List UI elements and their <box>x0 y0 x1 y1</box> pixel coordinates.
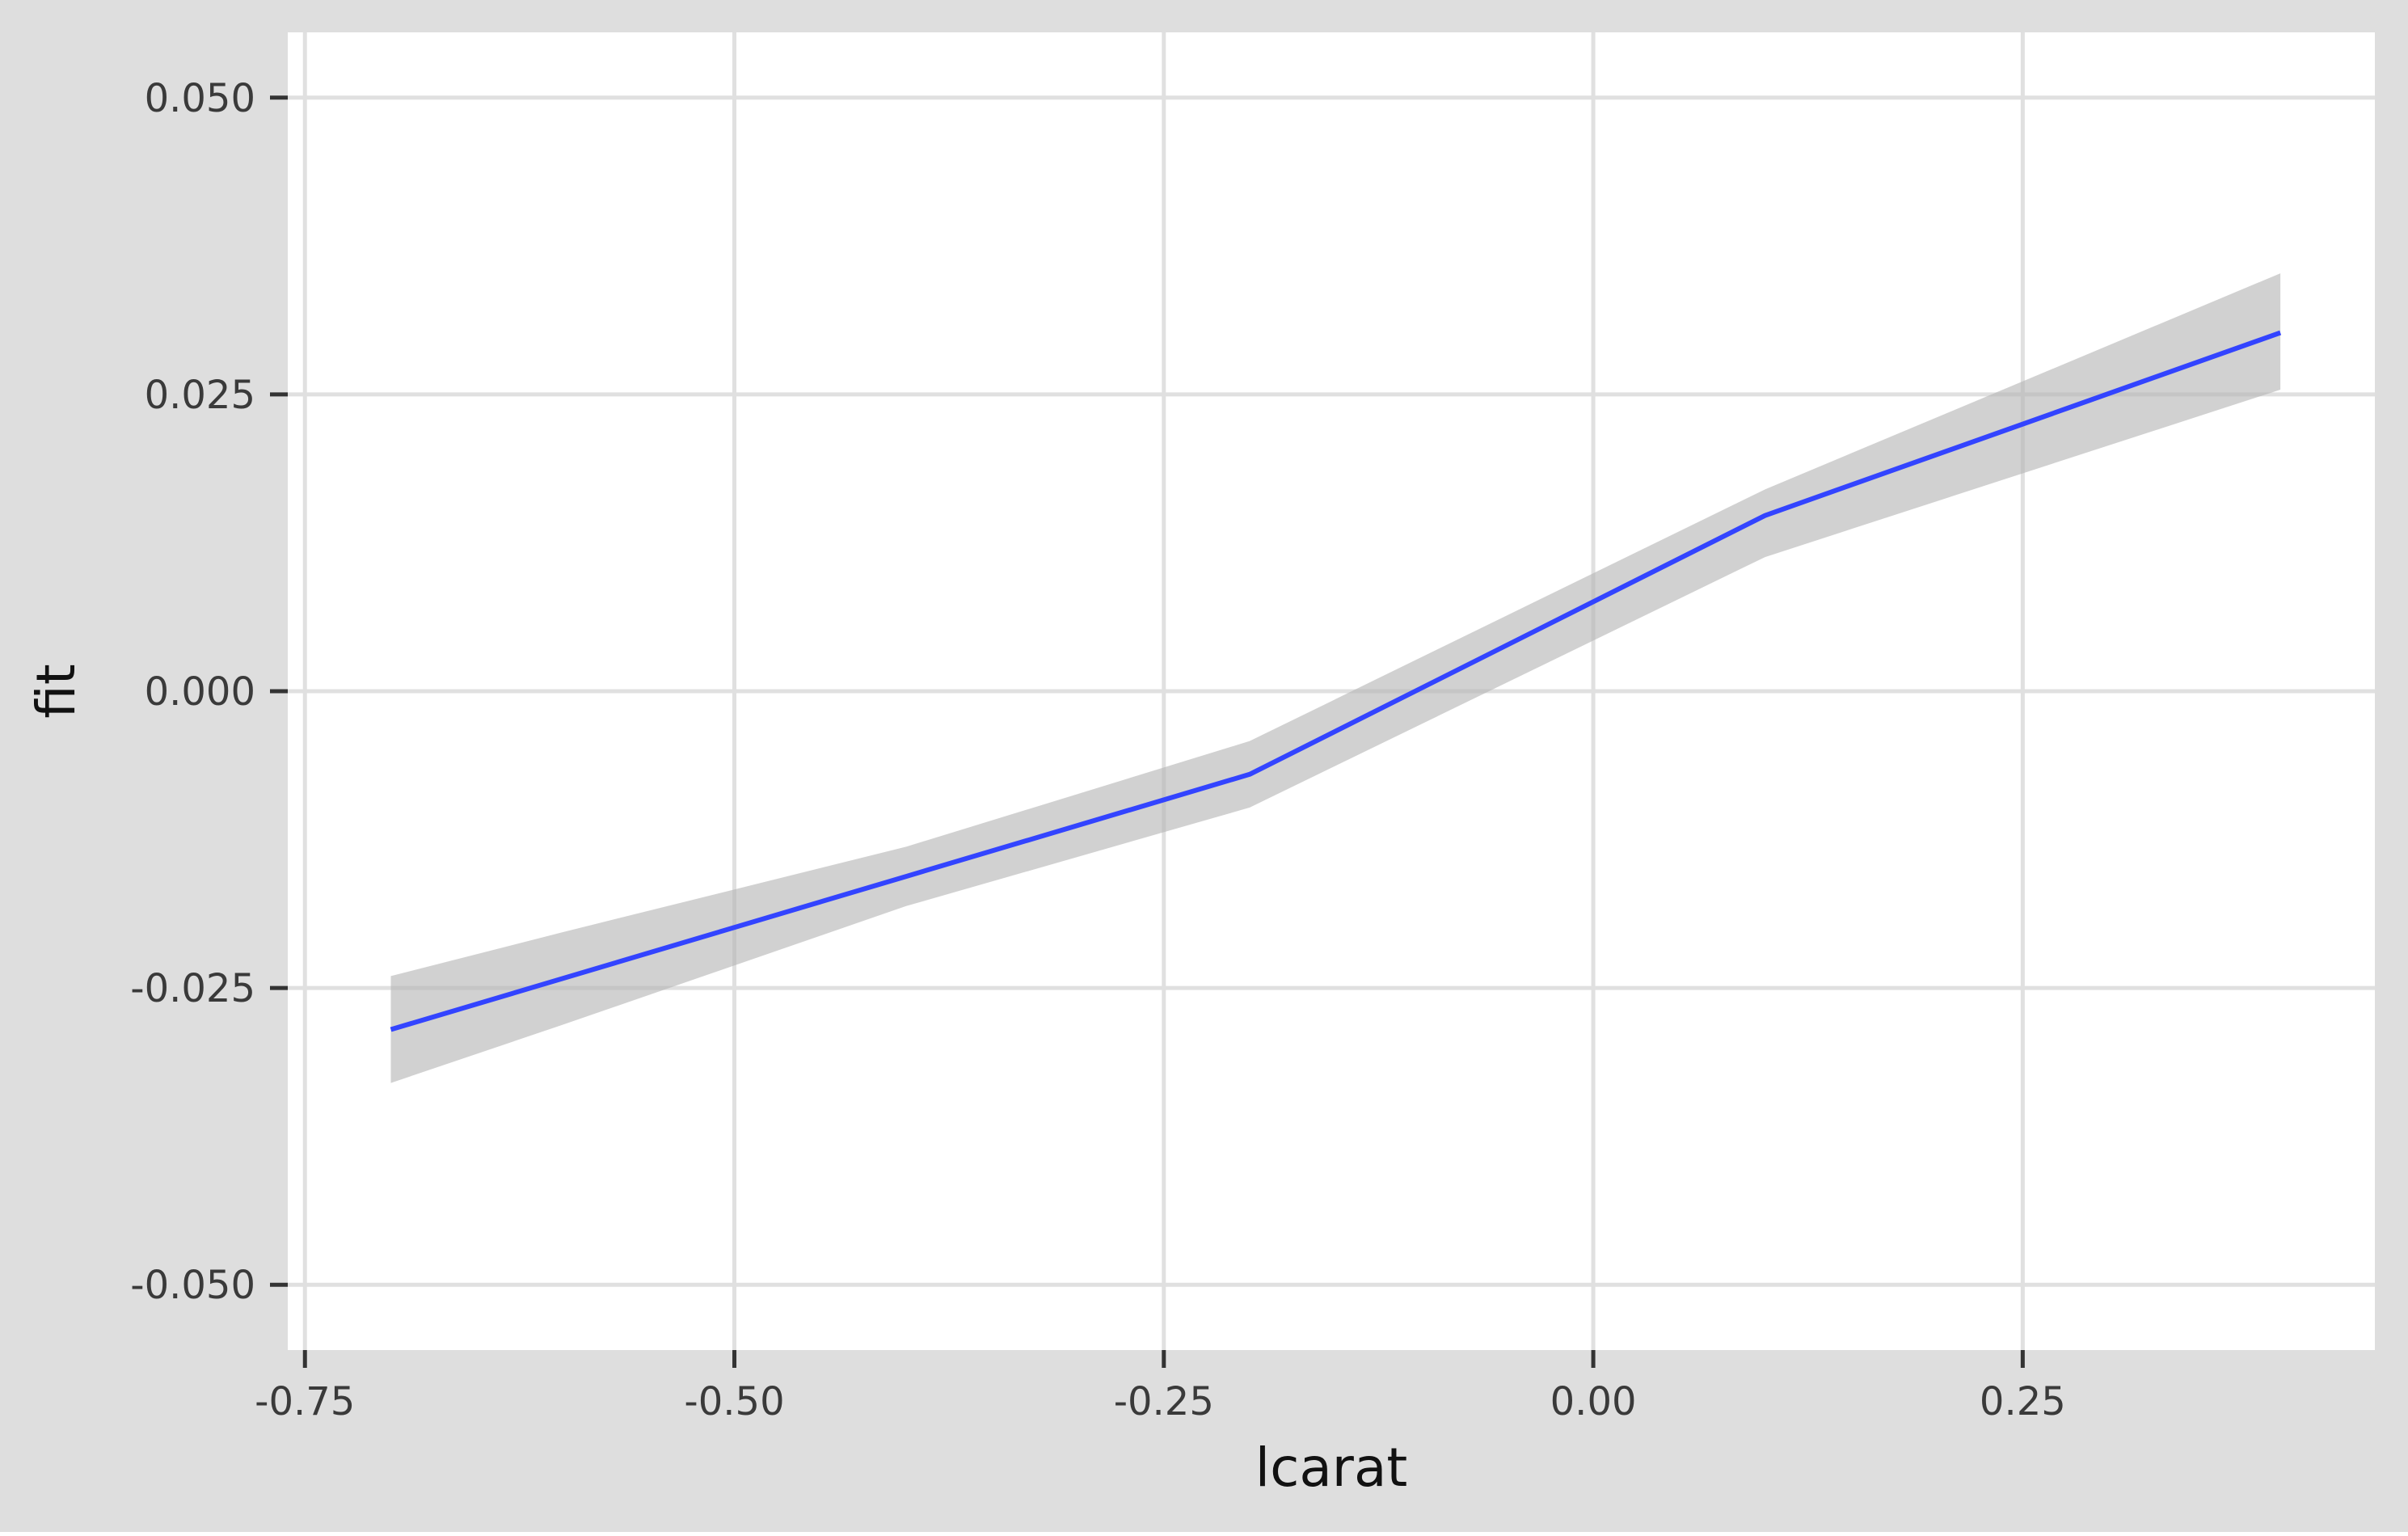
x-tick-label-1: -0.50 <box>684 1379 784 1424</box>
y-axis-title: fit <box>25 664 87 718</box>
y-tick-label-0: -0.050 <box>130 1263 255 1308</box>
x-tick-label-3: 0.00 <box>1550 1379 1637 1424</box>
x-axis-title: lcarat <box>1255 1437 1408 1499</box>
y-tick-label-4: 0.050 <box>145 76 255 121</box>
x-tick-label-0: -0.75 <box>255 1379 355 1424</box>
y-tick-label-2: 0.000 <box>145 669 255 715</box>
y-tick-label-1: -0.025 <box>130 966 255 1011</box>
fit-line-0 <box>390 330 2282 1032</box>
x-tick-label-4: 0.25 <box>1980 1379 2066 1424</box>
confidence-bands <box>390 273 2281 1083</box>
series-lines <box>390 330 2282 1032</box>
y-tick-label-3: 0.025 <box>145 373 255 418</box>
confidence-band-0 <box>390 273 2281 1083</box>
axes: -0.050 -0.025 0.000 0.025 0.050 -0.75 -0.50 -0.… <box>130 76 2066 1424</box>
x-tick-label-2: -0.25 <box>1114 1379 1214 1424</box>
